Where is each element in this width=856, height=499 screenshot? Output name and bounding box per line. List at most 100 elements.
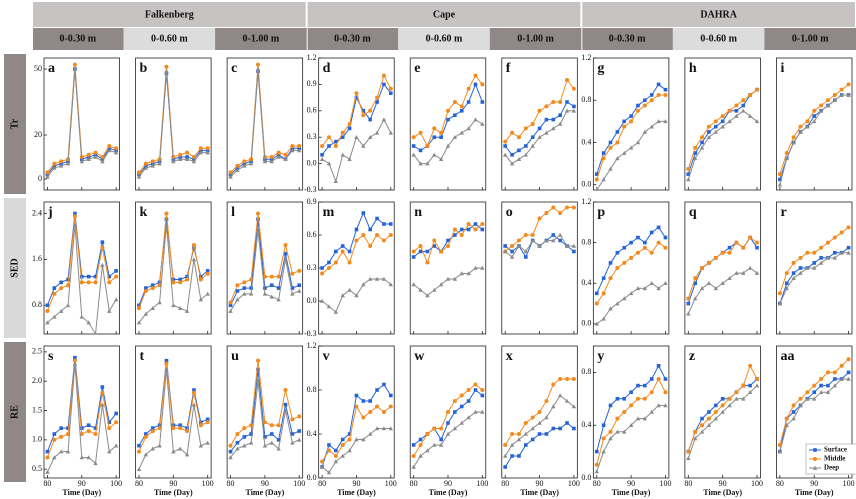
- marker: [459, 393, 464, 398]
- marker: [812, 250, 817, 255]
- marker: [107, 308, 112, 313]
- marker: [608, 403, 613, 408]
- marker: [629, 114, 633, 118]
- marker: [334, 139, 338, 144]
- marker: [510, 249, 514, 254]
- marker: [185, 426, 189, 430]
- marker: [59, 434, 64, 439]
- marker: [432, 135, 437, 139]
- marker: [558, 211, 563, 215]
- panel-frame: [776, 57, 853, 191]
- marker: [262, 420, 267, 425]
- marker: [727, 275, 732, 280]
- marker: [748, 92, 753, 97]
- marker: [52, 161, 57, 166]
- marker: [622, 410, 627, 414]
- marker: [784, 281, 789, 286]
- marker: [791, 271, 796, 275]
- marker: [846, 250, 851, 255]
- marker: [381, 117, 387, 122]
- marker: [741, 98, 746, 103]
- marker: [636, 383, 640, 388]
- marker: [388, 91, 393, 95]
- marker: [388, 282, 393, 287]
- marker: [388, 404, 393, 409]
- marker: [432, 426, 437, 431]
- marker: [297, 414, 302, 419]
- marker: [255, 228, 261, 233]
- site-label: Falkenberg: [145, 9, 194, 20]
- marker: [178, 157, 183, 161]
- marker: [411, 152, 416, 157]
- marker: [784, 151, 789, 156]
- depth-label: 0-0.30 m: [334, 33, 371, 44]
- marker: [523, 233, 528, 237]
- marker: [564, 243, 570, 248]
- marker: [473, 73, 478, 78]
- marker: [748, 363, 753, 368]
- marker: [825, 370, 830, 375]
- marker: [615, 397, 620, 401]
- marker: [192, 388, 196, 392]
- marker: [59, 280, 63, 285]
- y-tick-label: 1.2: [581, 197, 591, 206]
- marker: [411, 443, 416, 447]
- marker: [445, 276, 451, 281]
- marker: [411, 454, 416, 458]
- depth-label: 0-1.00 m: [243, 33, 280, 44]
- marker: [86, 429, 91, 434]
- marker: [276, 297, 281, 302]
- marker: [635, 286, 641, 291]
- marker: [453, 410, 457, 414]
- marker: [72, 361, 78, 366]
- marker: [839, 230, 844, 235]
- y-tick-label: 1.2: [581, 53, 591, 62]
- marker: [473, 265, 478, 270]
- marker: [551, 382, 556, 387]
- panel-letter: g: [597, 61, 604, 76]
- marker: [425, 432, 430, 436]
- panel-letter: aa: [780, 349, 794, 364]
- marker: [544, 238, 549, 243]
- marker: [530, 143, 535, 148]
- marker: [319, 298, 325, 303]
- marker: [826, 383, 830, 388]
- x-tick-label: 90: [719, 479, 727, 488]
- panel-letter: i: [780, 61, 784, 76]
- marker: [453, 233, 457, 237]
- marker: [480, 82, 485, 87]
- marker: [249, 423, 254, 428]
- y-tick-label: 0.5: [32, 464, 42, 473]
- marker: [846, 92, 851, 97]
- panel-frame: [592, 57, 670, 191]
- marker: [446, 244, 450, 248]
- marker: [107, 146, 112, 150]
- marker: [601, 449, 606, 454]
- marker: [571, 205, 576, 210]
- marker: [114, 411, 118, 416]
- marker: [727, 119, 732, 124]
- marker: [510, 153, 514, 157]
- marker: [361, 282, 366, 287]
- marker: [825, 255, 831, 260]
- marker: [812, 383, 817, 388]
- marker: [713, 403, 718, 408]
- marker: [663, 92, 668, 97]
- marker: [777, 449, 783, 454]
- marker: [276, 274, 281, 279]
- marker: [446, 238, 450, 243]
- marker: [784, 271, 789, 276]
- marker: [734, 390, 739, 395]
- series-group: [594, 364, 668, 474]
- marker: [79, 280, 84, 285]
- marker: [45, 309, 50, 314]
- marker: [649, 124, 654, 129]
- marker: [326, 448, 331, 453]
- site-header: [582, 2, 855, 27]
- marker: [65, 161, 71, 166]
- marker: [374, 276, 380, 281]
- marker: [382, 382, 386, 387]
- marker: [333, 179, 339, 183]
- marker: [649, 377, 654, 381]
- series-group: [777, 357, 851, 454]
